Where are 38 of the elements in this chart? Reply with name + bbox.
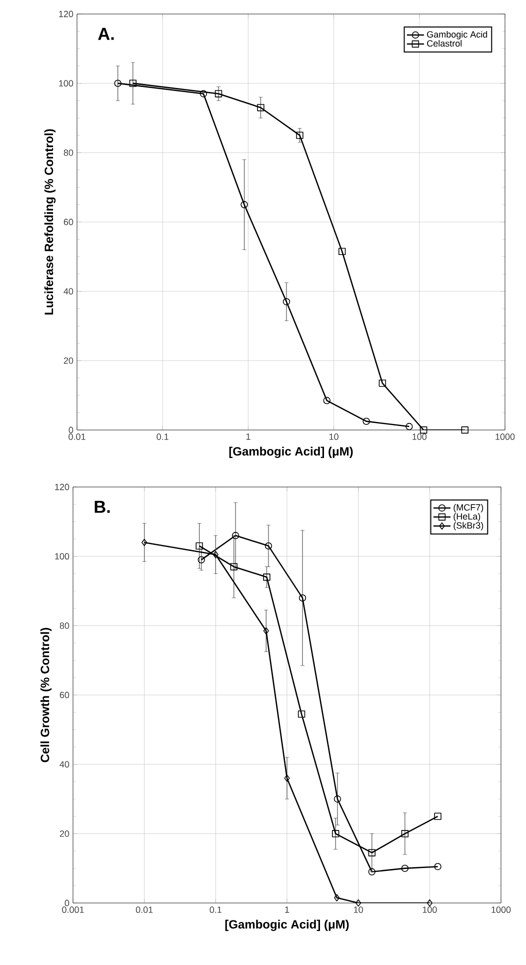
x-tick-label: 100 bbox=[412, 434, 427, 440]
legend-label: (SkBr3) bbox=[454, 522, 484, 530]
legend-label: (MCF7) bbox=[454, 504, 484, 512]
y-tick-label: 80 bbox=[60, 622, 70, 629]
legend-label: Celastrol bbox=[427, 40, 462, 47]
y-tick-label: 40 bbox=[60, 761, 70, 768]
x-tick-label: 1000 bbox=[496, 434, 515, 440]
annotation: B. bbox=[94, 500, 110, 513]
x-axis-title: [Gambogic Acid] (μM) bbox=[229, 446, 353, 458]
y-tick-label: 0 bbox=[68, 426, 74, 434]
y-tick-label: 100 bbox=[55, 553, 70, 560]
x-tick-label: 1 bbox=[246, 434, 250, 440]
y-axis-title: Luciferase Refolding (% Control) bbox=[44, 129, 56, 315]
x-axis-title: [Gambogic Acid] (μM) bbox=[225, 920, 349, 931]
x-tick-label: 0.1 bbox=[156, 434, 168, 440]
x-tick-label: 10 bbox=[354, 906, 363, 913]
x-tick-label: 1 bbox=[285, 906, 290, 913]
x-tick-label: 1000 bbox=[492, 906, 511, 913]
x-tick-label: 100 bbox=[422, 906, 437, 913]
x-tick-label: 0.001 bbox=[62, 906, 84, 913]
x-tick-label: 0.01 bbox=[68, 434, 86, 440]
y-tick-label: 20 bbox=[64, 357, 74, 364]
y-axis-title: Cell Growth (% Control) bbox=[40, 628, 52, 762]
y-tick-label: 120 bbox=[59, 10, 74, 18]
x-tick-label: 0.01 bbox=[136, 906, 153, 913]
y-tick-label: 80 bbox=[64, 149, 74, 156]
annotation: A. bbox=[98, 28, 114, 40]
y-tick-label: 20 bbox=[60, 830, 70, 837]
x-tick-label: 10 bbox=[329, 434, 338, 440]
x-tick-label: 0.1 bbox=[210, 906, 222, 913]
y-tick-label: 100 bbox=[59, 80, 74, 87]
y-tick-label: 0 bbox=[64, 900, 70, 906]
legend-label: (HeLa) bbox=[454, 512, 480, 522]
y-tick-label: 120 bbox=[55, 484, 70, 490]
y-tick-label: 40 bbox=[64, 288, 74, 295]
y-tick-label: 60 bbox=[64, 218, 74, 226]
legend-label: Gambogic Acid bbox=[427, 30, 488, 40]
y-tick-label: 60 bbox=[60, 692, 70, 698]
